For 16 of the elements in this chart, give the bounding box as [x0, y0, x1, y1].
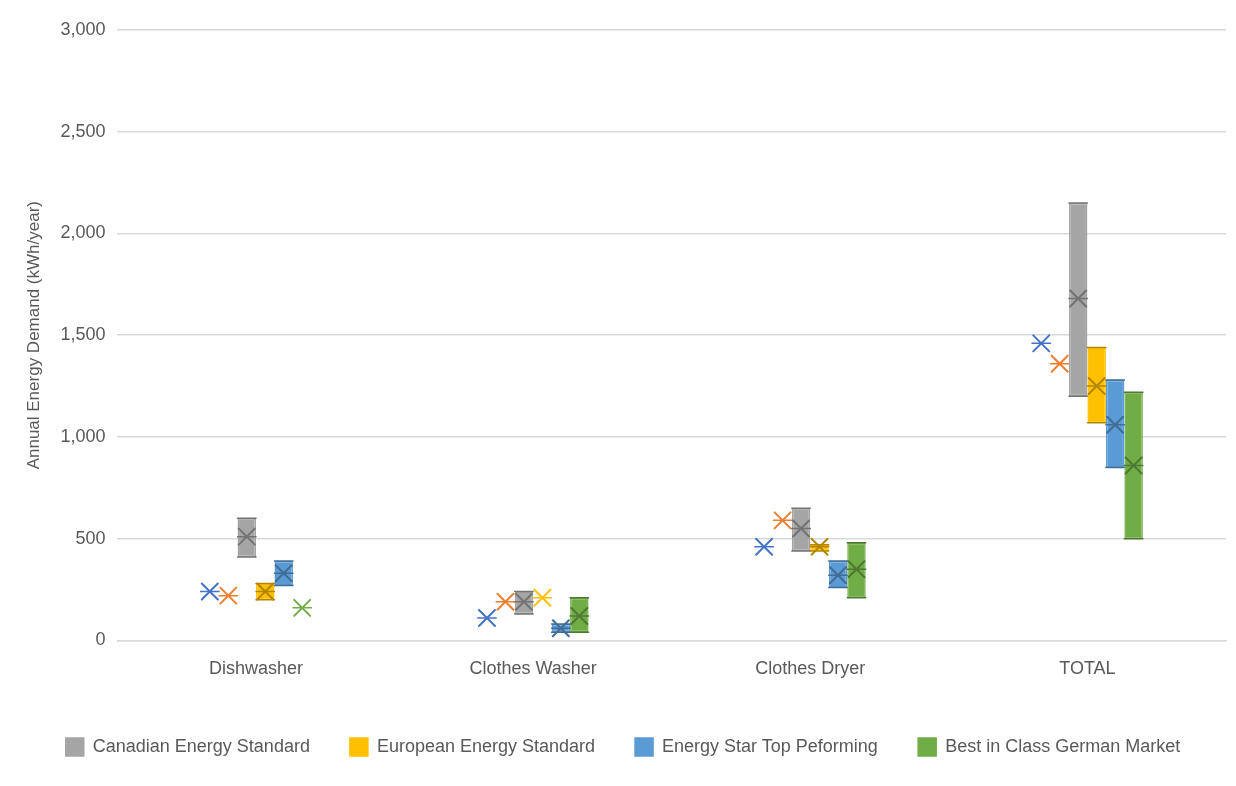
x-tick-label: Clothes Washer [469, 658, 597, 679]
y-tick-label: 1,500 [60, 324, 106, 345]
y-axis-title: Annual Energy Demand (kWh/year) [23, 201, 43, 470]
x-tick-label: Clothes Dryer [755, 658, 866, 679]
x-tick-label: TOTAL [1059, 658, 1116, 679]
y-tick-label: 500 [75, 527, 106, 548]
y-tick-label: 0 [95, 629, 106, 650]
legend-label: Energy Star Top Peforming [662, 735, 878, 756]
x-tick-label: Dishwasher [208, 658, 304, 679]
legend-label: Best in Class German Market [945, 735, 1181, 756]
legend-label: European Energy Standard [376, 735, 596, 756]
legend-label: Canadian Energy Standard [92, 735, 310, 756]
y-tick-label: 3,000 [60, 18, 106, 39]
y-tick-label: 1,000 [60, 425, 106, 446]
y-tick-label: 2,000 [60, 222, 106, 243]
y-tick-label: 2,500 [60, 120, 106, 141]
